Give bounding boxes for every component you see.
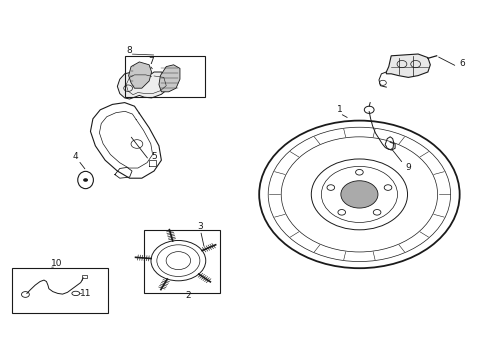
Bar xyxy=(82,275,87,278)
Text: 7: 7 xyxy=(148,57,154,66)
Circle shape xyxy=(83,178,88,182)
Text: 8: 8 xyxy=(126,46,132,55)
Text: 11: 11 xyxy=(80,289,91,298)
Text: 5: 5 xyxy=(151,152,157,161)
Polygon shape xyxy=(128,62,151,88)
Text: 2: 2 xyxy=(185,291,191,300)
Text: 10: 10 xyxy=(50,259,62,268)
Polygon shape xyxy=(386,54,429,77)
Polygon shape xyxy=(117,72,171,99)
Text: 1: 1 xyxy=(336,105,342,114)
Circle shape xyxy=(340,181,377,208)
Text: 3: 3 xyxy=(197,222,203,231)
Text: 6: 6 xyxy=(458,58,464,68)
Text: 9: 9 xyxy=(405,163,410,172)
Text: 4: 4 xyxy=(73,152,79,161)
Polygon shape xyxy=(159,65,180,92)
